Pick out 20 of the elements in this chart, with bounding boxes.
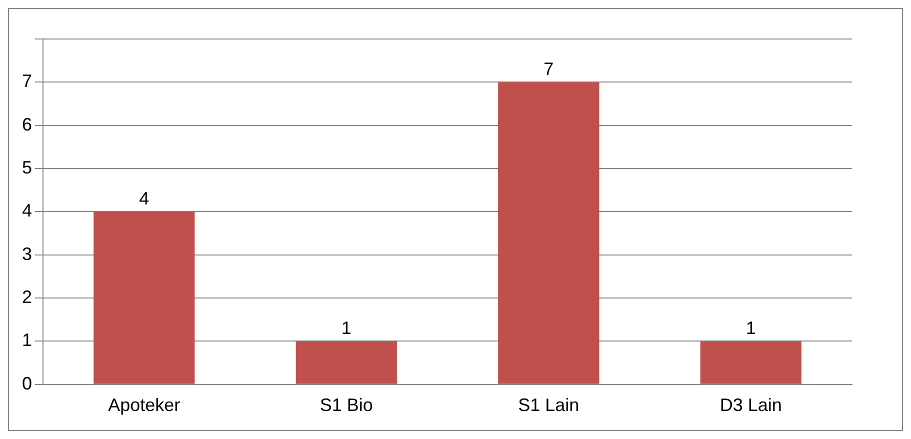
y-tick-label: 6 — [22, 114, 32, 134]
y-tick-label: 2 — [22, 287, 32, 308]
x-tick-label: D3 Lain — [720, 395, 782, 416]
y-tick-label: 7 — [22, 71, 32, 92]
x-tick-label: S1 Bio — [320, 395, 373, 416]
x-tick-label: S1 Lain — [518, 395, 580, 416]
bar — [498, 82, 600, 384]
y-tick-label: 1 — [22, 330, 32, 350]
x-tick-label: Apoteker — [108, 395, 180, 416]
data-label: 1 — [341, 318, 352, 338]
data-label: 4 — [139, 188, 150, 209]
y-tick-label: 5 — [22, 157, 32, 178]
bar — [94, 212, 195, 384]
data-label: 7 — [544, 59, 554, 80]
bar — [700, 341, 802, 384]
y-tick-label: 0 — [22, 373, 32, 394]
bar — [296, 341, 397, 384]
y-tick-label: 3 — [22, 244, 32, 264]
data-label: 1 — [746, 318, 756, 338]
y-tick-label: 4 — [22, 200, 32, 221]
